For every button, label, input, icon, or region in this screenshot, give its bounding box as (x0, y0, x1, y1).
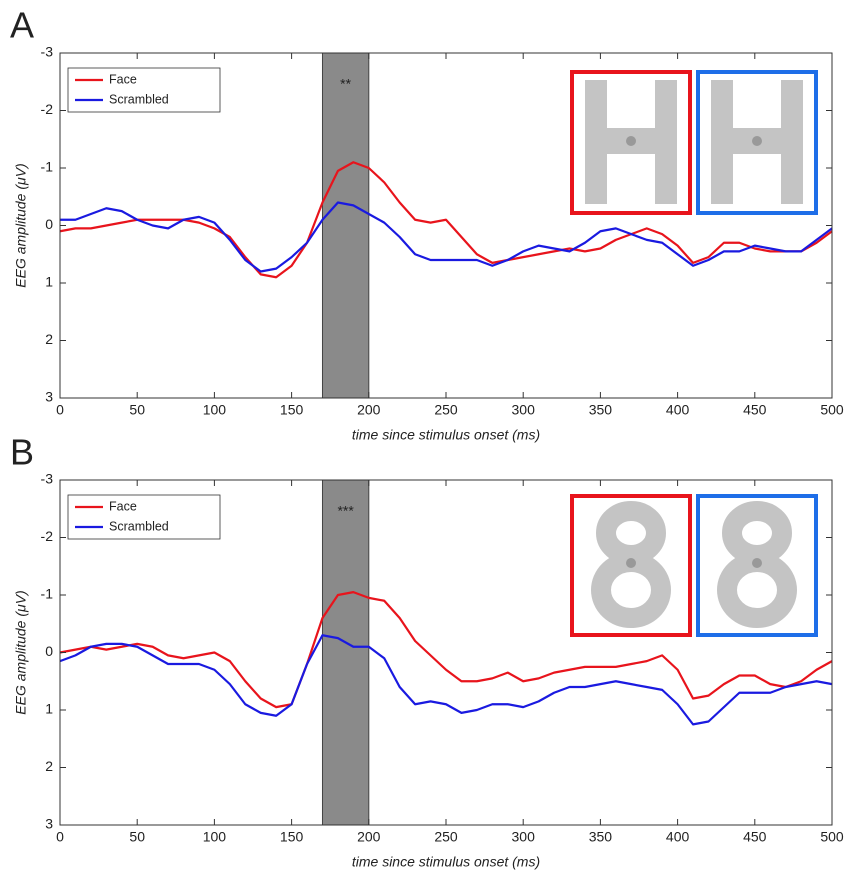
legend-label: Scrambled (109, 92, 169, 106)
x-tick-label: 0 (56, 829, 64, 845)
x-axis-label: time since stimulus onset (ms) (352, 427, 540, 443)
x-tick-label: 150 (280, 829, 304, 845)
data-line (60, 201, 833, 273)
x-tick-label: 250 (434, 829, 458, 845)
stimulus-inset (570, 494, 818, 637)
legend-label: Face (109, 499, 137, 513)
x-tick-label: 50 (129, 829, 145, 845)
y-tick-label: 0 (45, 216, 53, 232)
x-tick-label: 400 (666, 402, 690, 418)
legend-label: Face (109, 72, 137, 86)
x-tick-label: 350 (589, 829, 613, 845)
y-tick-label: 0 (45, 643, 53, 659)
x-tick-label: 200 (357, 402, 381, 418)
x-tick-label: 50 (129, 402, 145, 418)
significance-label: ** (340, 76, 351, 92)
data-line (59, 591, 833, 709)
x-tick-label: 450 (743, 829, 767, 845)
stimulus-inset (570, 70, 818, 215)
x-tick-label: 300 (512, 402, 536, 418)
x-tick-label: 500 (820, 829, 844, 845)
y-tick-label: 1 (45, 701, 53, 717)
y-tick-label: 2 (45, 331, 53, 347)
significance-band (321, 479, 370, 826)
y-tick-label: -1 (41, 159, 54, 175)
y-tick-label: -2 (41, 528, 54, 544)
x-tick-label: 100 (203, 402, 227, 418)
y-tick-label: -1 (41, 586, 54, 602)
y-tick-label: 3 (45, 389, 53, 405)
legend-label: Scrambled (109, 519, 169, 533)
x-tick-label: 500 (820, 402, 844, 418)
data-line (59, 634, 833, 726)
x-tick-label: 200 (357, 829, 381, 845)
y-tick-label: -2 (41, 101, 54, 117)
y-tick-label: 1 (45, 274, 53, 290)
x-tick-label: 250 (434, 402, 458, 418)
data-line (59, 161, 833, 279)
x-tick-label: 350 (589, 402, 613, 418)
y-axis-label: EEG amplitude (μV) (13, 590, 29, 714)
panel-label: A (10, 5, 34, 46)
x-tick-label: 400 (666, 829, 690, 845)
significance-band (321, 52, 370, 399)
legend-box (67, 494, 221, 540)
y-tick-label: 2 (45, 758, 53, 774)
y-axis-label: EEG amplitude (μV) (13, 163, 29, 287)
x-tick-label: 150 (280, 402, 304, 418)
x-tick-label: 0 (56, 402, 64, 418)
y-tick-label: -3 (41, 471, 54, 487)
x-tick-label: 100 (203, 829, 227, 845)
significance-label: *** (337, 503, 354, 519)
x-tick-label: 450 (743, 402, 767, 418)
y-tick-label: -3 (41, 44, 54, 60)
x-tick-label: 300 (512, 829, 536, 845)
y-tick-label: 3 (45, 816, 53, 832)
panel-label: B (10, 432, 34, 473)
legend-box (67, 67, 221, 113)
x-axis-label: time since stimulus onset (ms) (352, 854, 540, 870)
